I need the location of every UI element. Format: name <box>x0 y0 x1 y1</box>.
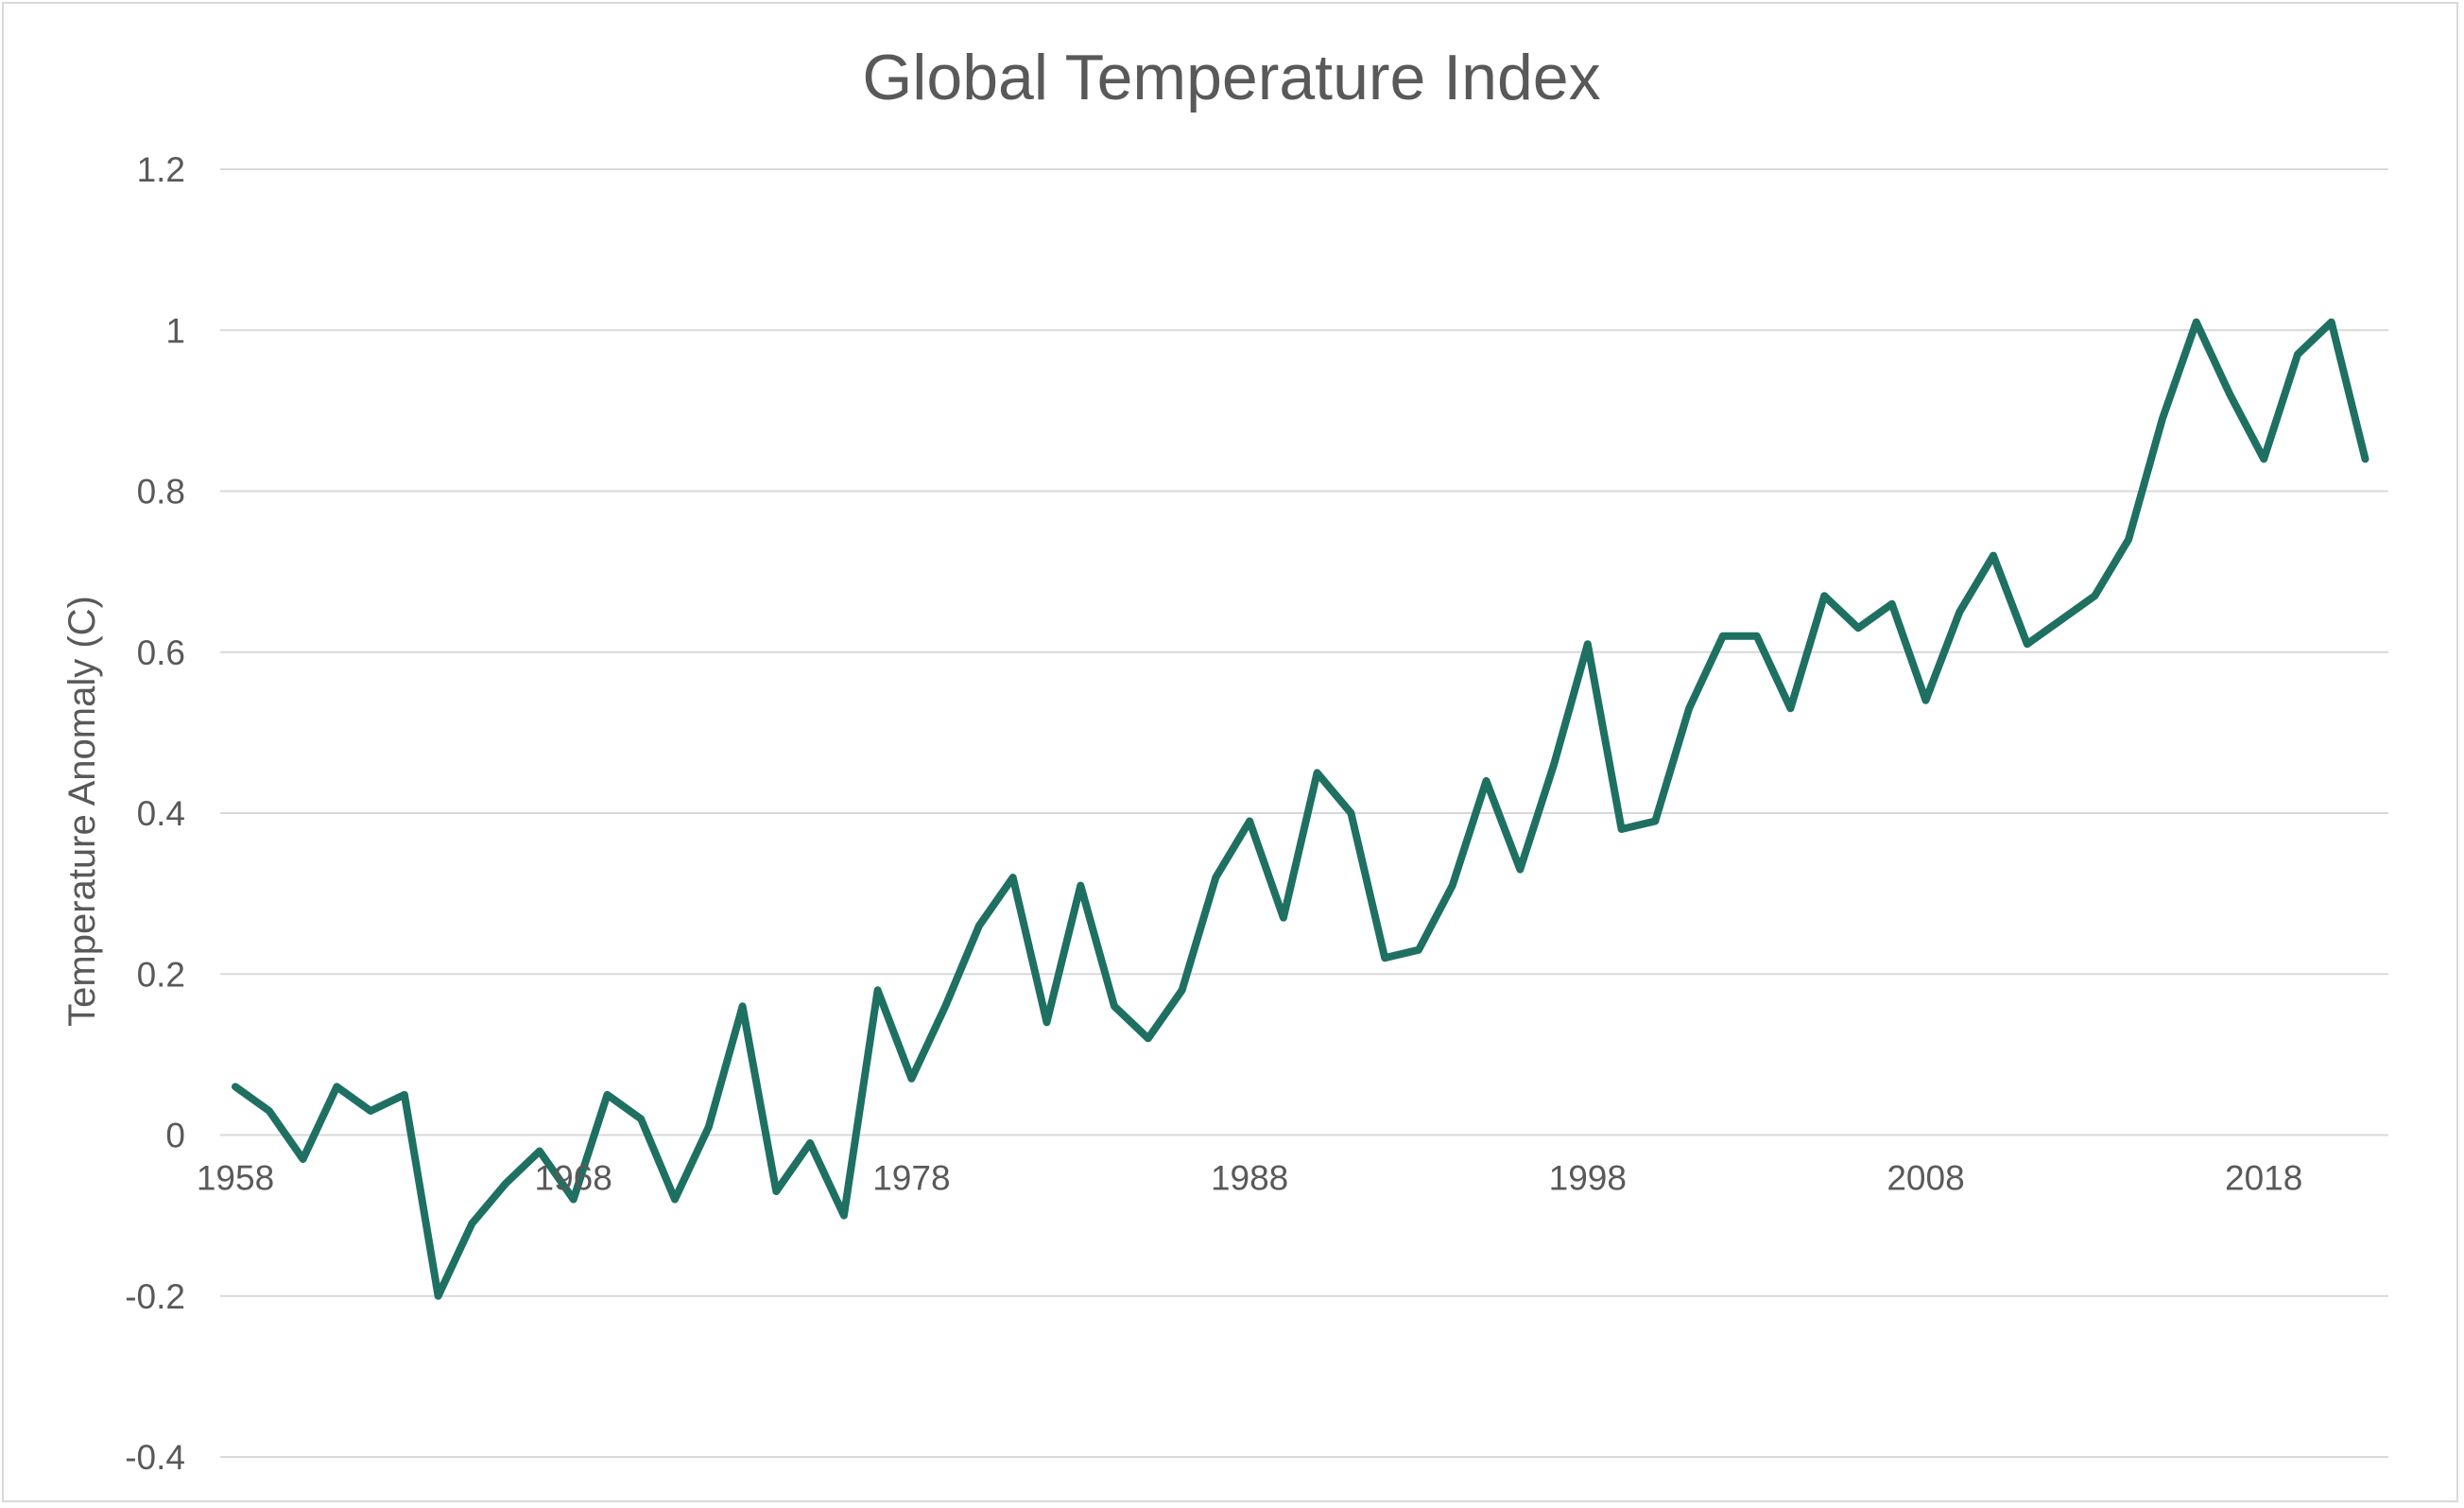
data-point <box>2362 456 2369 463</box>
data-point <box>2193 319 2200 326</box>
data-point <box>1685 704 1693 712</box>
x-tick-label: 1978 <box>872 1159 950 1198</box>
data-point <box>1854 624 1862 632</box>
data-point <box>2226 390 2233 398</box>
data-point <box>401 1091 408 1099</box>
data-point <box>1415 946 1422 954</box>
data-point <box>2260 456 2267 463</box>
data-point <box>1483 777 1490 785</box>
data-point <box>739 1002 747 1010</box>
data-point <box>1990 552 1997 560</box>
data-point <box>367 1107 374 1115</box>
data-point <box>1651 818 1659 825</box>
data-point <box>941 1002 949 1010</box>
data-point <box>2024 640 2031 648</box>
data-point <box>2125 536 2132 544</box>
x-tick-label: 2008 <box>1887 1159 1964 1198</box>
x-tick-label: 1958 <box>197 1159 274 1198</box>
data-point <box>2159 415 2166 423</box>
y-tick-label: 1 <box>165 311 185 350</box>
data-point <box>1820 592 1828 599</box>
data-point <box>1449 882 1456 890</box>
x-axis-tick-labels: 1958 1968 1978 1988 1998 2008 2018 <box>197 1159 2303 1198</box>
y-axis-tick-labels: -0.4 -0.2 0 0.2 0.4 0.6 0.8 1 1.2 <box>125 150 185 1477</box>
data-point <box>1719 633 1727 640</box>
data-point <box>1550 761 1558 769</box>
data-point <box>840 1212 848 1220</box>
data-point <box>1212 874 1219 881</box>
data-point <box>2328 319 2335 326</box>
y-tick-label: 1.2 <box>137 150 185 189</box>
data-point <box>266 1107 273 1115</box>
data-point <box>1077 882 1084 890</box>
data-point <box>1888 600 1896 608</box>
data-point <box>806 1139 814 1147</box>
data-point <box>1381 954 1388 962</box>
data-point <box>1043 1018 1051 1026</box>
y-tick-label: 0.8 <box>137 473 185 511</box>
chart-title: Global Temperature Index <box>862 42 1600 113</box>
data-point <box>1314 769 1321 776</box>
data-point <box>502 1180 509 1187</box>
data-point <box>874 986 882 994</box>
data-point <box>1516 866 1524 874</box>
data-points <box>232 319 2369 1300</box>
data-point <box>637 1116 645 1123</box>
data-point <box>671 1196 679 1204</box>
data-point <box>435 1292 442 1300</box>
data-point <box>1009 874 1017 881</box>
data-point <box>907 1075 915 1083</box>
x-tick-label: 2018 <box>2225 1159 2302 1198</box>
data-point <box>1584 640 1592 648</box>
y-tick-label: 0.4 <box>137 794 185 833</box>
data-point <box>1280 914 1287 922</box>
data-point <box>604 1091 612 1099</box>
data-point <box>2294 351 2301 358</box>
gridlines <box>220 168 2388 1458</box>
data-point <box>570 1196 577 1204</box>
data-point <box>333 1083 340 1090</box>
data-point <box>1922 697 1930 704</box>
y-tick-label: 0.6 <box>137 633 185 672</box>
x-tick-label: 1998 <box>1549 1159 1627 1198</box>
data-point <box>1246 818 1253 825</box>
y-tick-label: -0.4 <box>125 1438 185 1477</box>
data-point <box>232 1083 239 1090</box>
x-tick-label: 1988 <box>1211 1159 1288 1198</box>
data-point <box>1111 1002 1118 1010</box>
data-point <box>1347 809 1354 817</box>
data-point <box>2091 592 2098 599</box>
temperature-series-line <box>232 318 2369 1300</box>
y-tick-label: 0.2 <box>137 955 185 994</box>
data-point <box>772 1187 780 1195</box>
data-point <box>2058 616 2065 624</box>
data-point <box>300 1155 307 1163</box>
data-point <box>1618 825 1626 833</box>
y-axis-label: Temperature Anomaly (C) <box>61 596 103 1027</box>
data-point <box>705 1123 713 1131</box>
data-point <box>1179 986 1186 994</box>
x-tick-label: 1968 <box>535 1159 612 1198</box>
data-point <box>1786 704 1794 712</box>
y-tick-label: 0 <box>165 1117 185 1155</box>
data-point <box>975 922 983 929</box>
data-point <box>468 1220 475 1227</box>
data-point <box>1956 608 1963 615</box>
data-point <box>1145 1034 1152 1042</box>
data-point <box>1753 633 1761 640</box>
y-tick-label: -0.2 <box>125 1277 185 1316</box>
data-point <box>536 1148 543 1155</box>
